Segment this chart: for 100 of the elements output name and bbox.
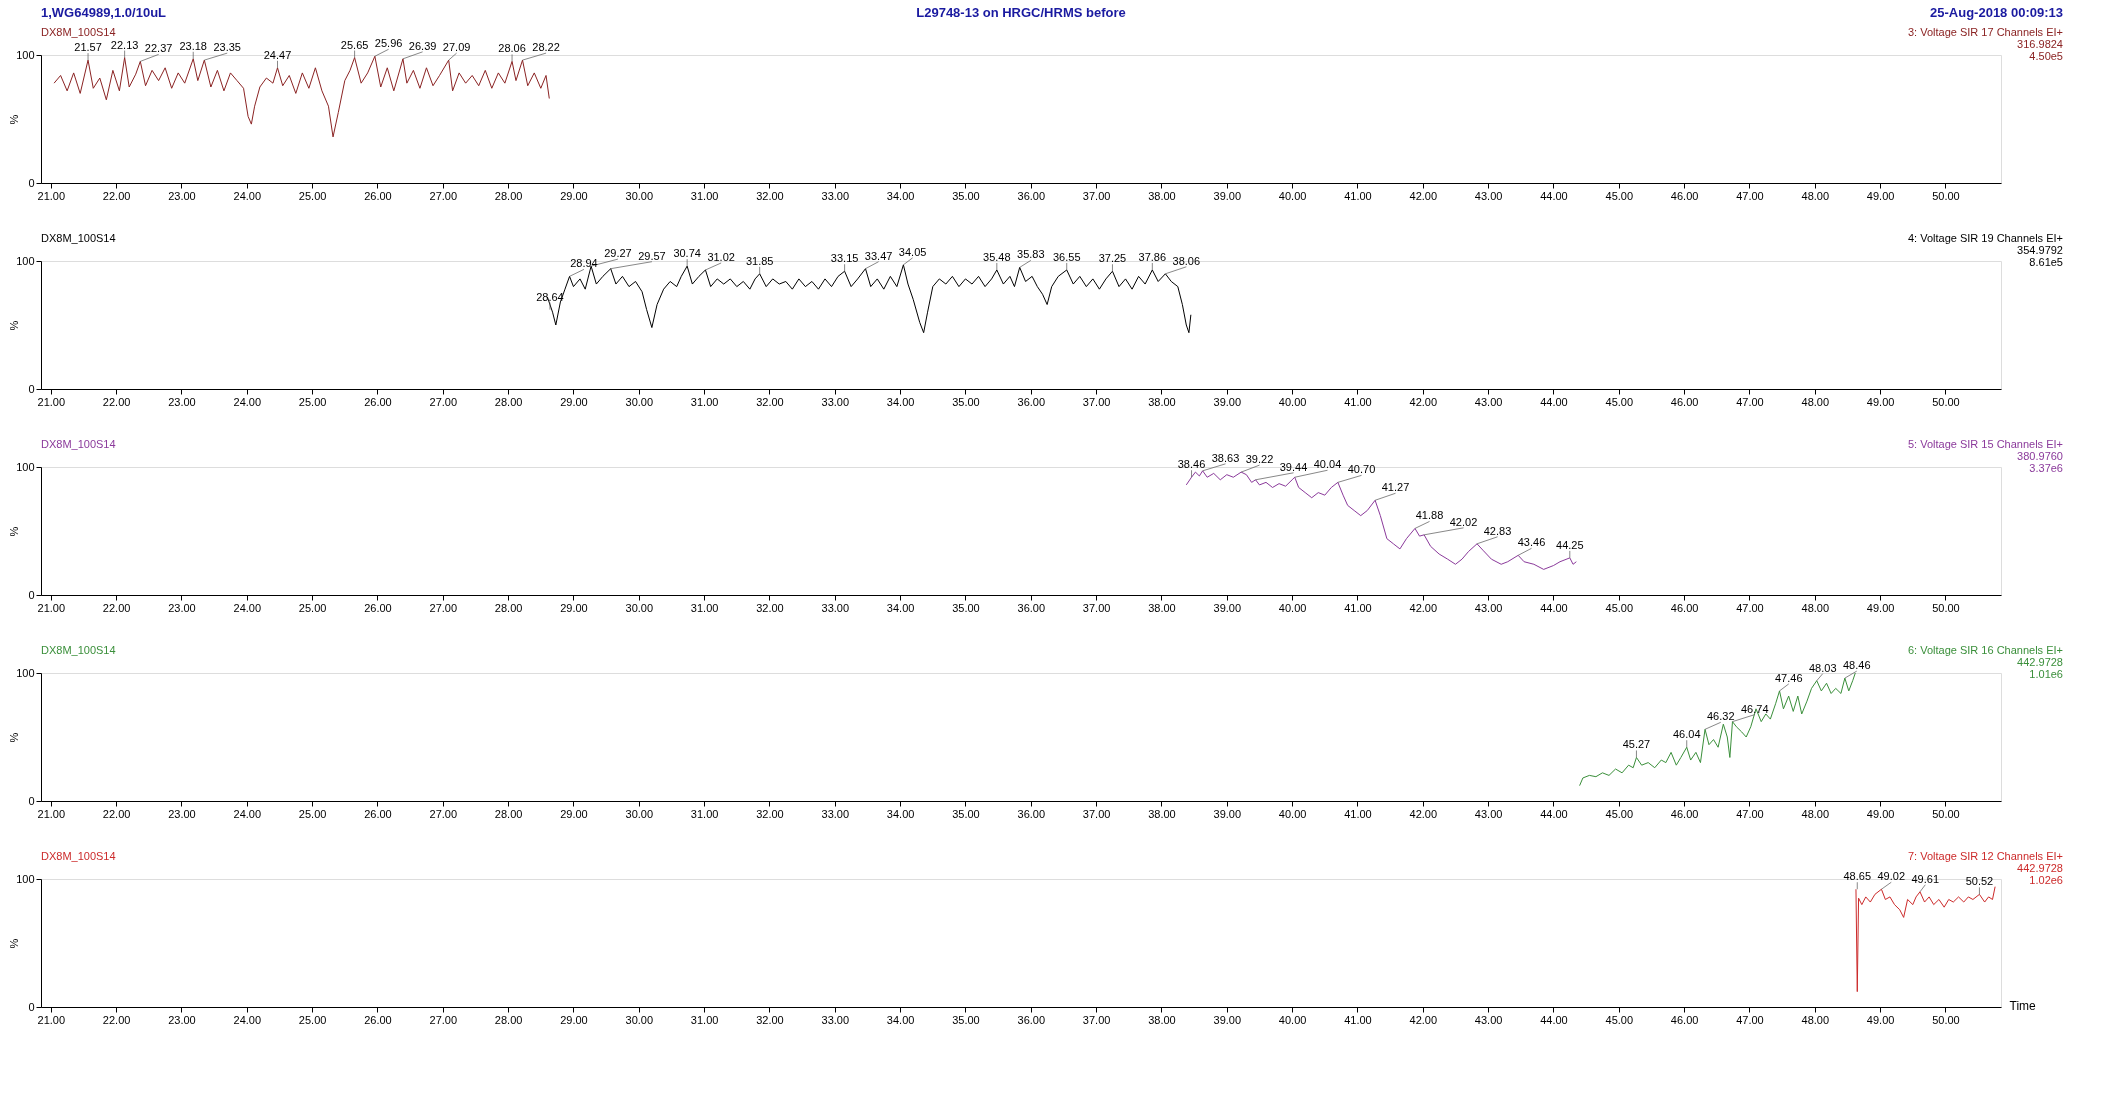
x-tick-label: 44.00 [1540,601,1568,614]
x-tick-label: 36.00 [1017,601,1046,614]
x-tick-label: 36.00 [1017,807,1046,820]
x-tick-label: 36.00 [1017,189,1046,202]
annotation: 48.46 [1842,659,1871,672]
x-tick-label: 41.00 [1344,601,1372,614]
annotation: 25.65 [340,38,369,51]
y-tick-label: 100 [16,460,35,473]
x-tick-label: 41.00 [1344,1013,1372,1026]
x-tick-label: 43.00 [1474,395,1503,408]
annotation: 45.27 [1622,738,1651,751]
x-tick-label: 50.00 [1932,1013,1960,1026]
x-tick-label: 38.00 [1148,1013,1176,1026]
annotation: 44.25 [1556,538,1584,551]
annotation: 34.05 [898,245,927,258]
x-tick-label: 27.00 [429,601,458,614]
x-tick-label: 27.00 [429,395,458,408]
y-axis-title: % [8,732,21,743]
text: 442.9728 [2017,862,2063,874]
x-tick-label: 44.00 [1540,807,1568,820]
x-tick-label: 47.00 [1736,601,1764,614]
annotation: 31.02 [707,250,735,263]
x-tick-label: 37.00 [1082,601,1111,614]
x-tick-label: 41.00 [1344,189,1372,202]
x-tick-label: 32.00 [756,601,784,614]
x-tick-label: 22.00 [102,1013,131,1026]
annotation: 40.04 [1313,458,1342,471]
x-tick-label: 45.00 [1605,601,1634,614]
x-tick-label: 25.00 [298,189,327,202]
x-tick-label: 25.00 [298,395,327,408]
x-tick-label: 23.00 [168,1013,196,1026]
x-tick-label: 36.00 [1017,1013,1046,1026]
x-tick-label: 22.00 [102,807,131,820]
text: 316.9824 [2017,38,2063,50]
annotation: 46.32 [1706,710,1735,723]
x-tick-label: 34.00 [886,601,915,614]
text: 6: Voltage SIR 16 Channels EI+ [1907,644,2063,656]
x-tick-label: 33.00 [821,601,850,614]
annotation: 29.27 [604,247,632,260]
x-tick-label: 26.00 [364,601,392,614]
x-tick-label: 49.00 [1866,601,1895,614]
x-tick-label: 46.00 [1670,807,1699,820]
x-tick-label: 42.00 [1409,1013,1438,1026]
x-tick-label: 34.00 [886,395,915,408]
x-tick-label: 34.00 [886,1013,915,1026]
y-axis-title: % [8,526,21,537]
x-tick-label: 24.00 [233,1013,262,1026]
text: 7: Voltage SIR 12 Channels EI+ [1907,850,2063,862]
text: 442.9728 [2017,656,2063,668]
x-tick-label: 42.00 [1409,601,1438,614]
x-tick-label: 40.00 [1278,395,1307,408]
text: 8.61e5 [2029,256,2063,268]
text: 1.02e6 [2029,874,2063,886]
annotation: 23.18 [179,39,207,52]
x-tick-label: 26.00 [364,189,392,202]
x-tick-label: 42.00 [1409,807,1438,820]
x-tick-label: 35.00 [952,395,980,408]
text: 4.50e5 [2029,50,2063,62]
y-tick-label: 0 [28,176,35,189]
x-tick-label: 33.00 [821,395,850,408]
x-tick-label: 37.00 [1082,1013,1111,1026]
x-tick-label: 30.00 [625,807,654,820]
x-tick-label: 32.00 [756,807,784,820]
x-tick-label: 41.00 [1344,807,1372,820]
annotation: 22.13 [110,38,139,51]
x-tick-label: 21.00 [37,601,66,614]
x-axis-title: Time [2009,998,2037,1013]
x-tick-label: 27.00 [429,1013,458,1026]
x-tick-label: 25.00 [298,1013,327,1026]
x-tick-label: 50.00 [1932,807,1960,820]
annotation: 48.03 [1808,661,1837,674]
annotation: 35.48 [983,250,1011,263]
y-tick-label: 0 [28,588,35,601]
annotation: 41.88 [1415,509,1444,522]
x-tick-label: 31.00 [690,1013,719,1026]
x-tick-label: 40.00 [1278,189,1307,202]
x-tick-label: 50.00 [1932,601,1960,614]
x-tick-label: 30.00 [625,601,654,614]
text: 3.37e6 [2029,462,2063,474]
x-tick-label: 44.00 [1540,189,1568,202]
x-tick-label: 36.00 [1017,395,1046,408]
x-tick-label: 41.00 [1344,395,1372,408]
x-tick-label: 35.00 [952,1013,980,1026]
y-axis-title: % [8,938,21,949]
x-tick-label: 40.00 [1278,1013,1307,1026]
x-tick-label: 47.00 [1736,189,1764,202]
x-tick-label: 37.00 [1082,189,1111,202]
x-tick-label: 48.00 [1801,189,1830,202]
annotation: 21.57 [74,41,102,54]
annotation: 33.15 [830,252,859,265]
y-tick-label: 100 [16,666,35,679]
annotation: 26.39 [408,39,437,52]
x-tick-label: 28.00 [494,601,523,614]
x-tick-label: 32.00 [756,1013,784,1026]
annotation: 22.37 [144,42,173,55]
annotation: 50.52 [1965,875,1994,888]
x-tick-label: 39.00 [1213,807,1242,820]
text: 354.9792 [2017,244,2063,256]
annotation: 38.46 [1177,458,1206,471]
x-tick-label: 33.00 [821,189,850,202]
